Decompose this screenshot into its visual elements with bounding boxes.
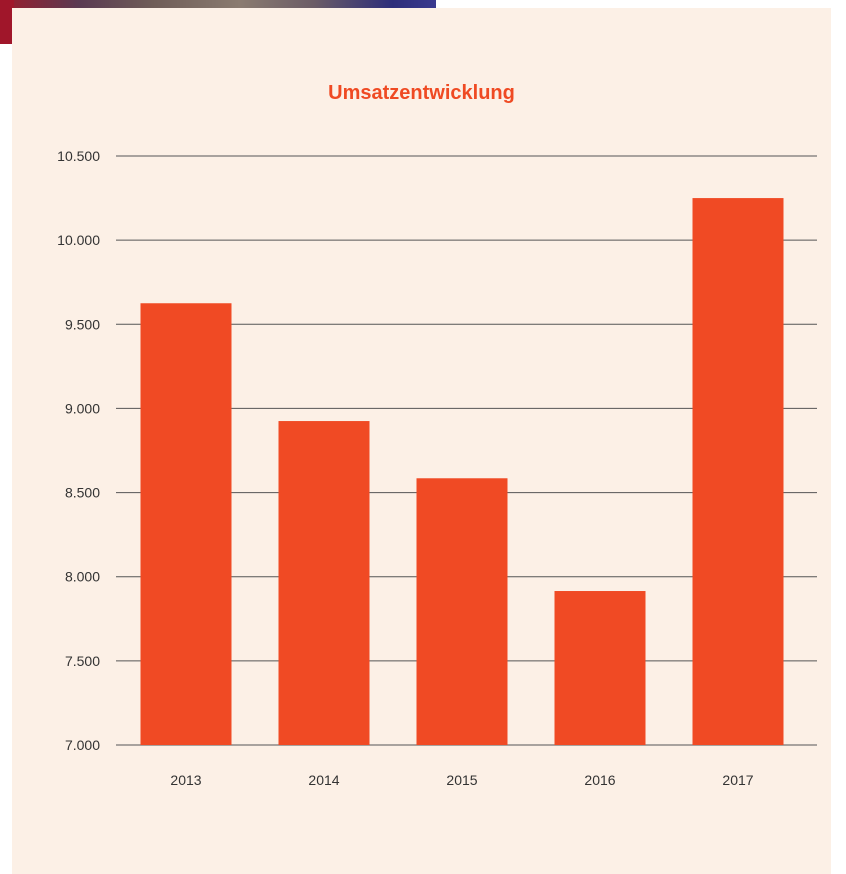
chart-title: Umsatzentwicklung [328,82,515,104]
x-axis-ticks: 2013 2014 2015 2016 2017 [170,772,753,788]
bar-2014 [278,421,370,745]
bars [140,198,784,746]
y-axis-ticks: 7.000 7.500 8.000 8.500 9.000 9.500 10.000 10.5… [57,148,100,753]
bar-chart: 7.000 7.500 8.000 8.500 9.000 9.500 10.000 10.5… [57,148,817,788]
x-tick-label-2016: 2016 [584,772,615,788]
y-tick-label: 10.500 [57,148,100,164]
bar-2016 [554,591,646,745]
bar-2015 [416,478,508,745]
y-tick-label: 8.500 [65,485,100,501]
x-tick-label-2017: 2017 [722,772,753,788]
bar-2013 [140,303,232,745]
x-tick-label-2015: 2015 [446,772,477,788]
bar-2017 [692,198,784,746]
y-tick-label: 9.000 [65,400,100,416]
y-tick-label: 10.000 [57,232,100,248]
y-tick-label: 7.000 [65,737,100,753]
x-tick-label-2013: 2013 [170,772,201,788]
y-tick-label: 8.000 [65,569,100,585]
y-tick-label: 9.500 [65,316,100,332]
chart-card: Umsatzentwicklung 7.000 7.500 8.000 8.500 9.… [12,8,831,874]
x-tick-label-2014: 2014 [308,772,339,788]
y-tick-label: 7.500 [65,653,100,669]
